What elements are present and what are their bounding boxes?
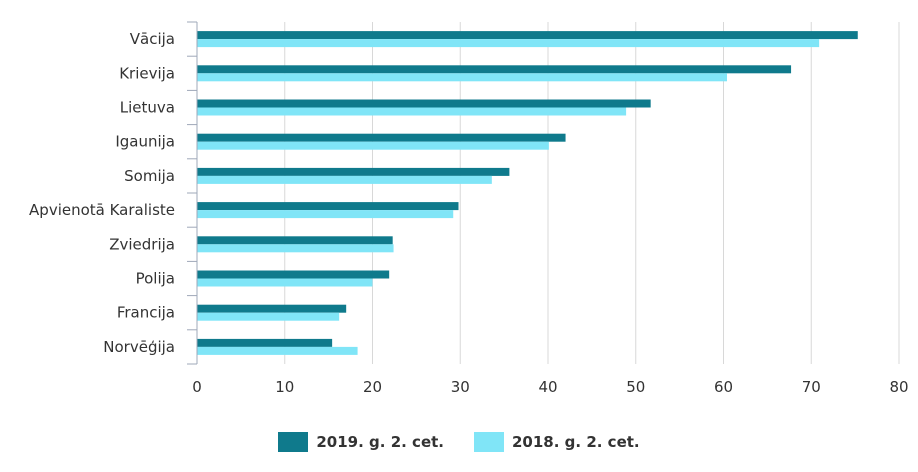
- value-axis-ticks: 0 10 20 30 40 50 60 70 80: [192, 378, 908, 396]
- legend-label-series-1: 2018. g. 2. cet.: [512, 433, 640, 451]
- bar-series-0-8[interactable]: [197, 304, 347, 313]
- bar-series-0-9[interactable]: [197, 338, 333, 347]
- category-label-7: Polija: [136, 270, 175, 288]
- x-tick-label-7: 70: [802, 378, 821, 396]
- x-tick-label-3: 30: [451, 378, 470, 396]
- bar-series-1-8[interactable]: [197, 312, 340, 321]
- legend-item-series-1[interactable]: 2018. g. 2. cet.: [474, 432, 640, 452]
- legend-swatch-series-0: [278, 432, 309, 452]
- bar-series-0-4[interactable]: [197, 167, 510, 176]
- x-tick-label-1: 10: [275, 378, 294, 396]
- bar-series-0-5[interactable]: [197, 202, 459, 211]
- legend: 2019. g. 2. cet. 2018. g. 2. cet.: [0, 432, 918, 452]
- category-label-8: Francija: [117, 304, 175, 322]
- bar-series-1-9[interactable]: [197, 346, 358, 355]
- category-label-4: Somija: [124, 167, 175, 185]
- bar-series-0-7[interactable]: [197, 270, 390, 279]
- bar-series-1-1[interactable]: [197, 73, 728, 82]
- bar-series-0-6[interactable]: [197, 236, 393, 245]
- category-axis: [187, 21, 198, 365]
- legend-swatch-series-1: [474, 432, 504, 452]
- x-tick-label-4: 40: [538, 378, 557, 396]
- bar-series-1-7[interactable]: [197, 278, 373, 287]
- category-label-0: Vācija: [130, 30, 175, 48]
- category-labels: Vācija Krievija Lietuva Igaunija Somija Apvie…: [29, 30, 175, 356]
- bar-series-0-3[interactable]: [197, 133, 566, 142]
- category-label-1: Krievija: [119, 64, 175, 82]
- bar-series-1-5[interactable]: [197, 210, 454, 219]
- bar-series-1-4[interactable]: [197, 175, 492, 184]
- bar-series-0-2[interactable]: [197, 99, 651, 108]
- bar-series-0-0[interactable]: [197, 31, 858, 40]
- category-label-9: Norvēģija: [103, 338, 175, 356]
- bar-series-1-3[interactable]: [197, 141, 549, 150]
- category-label-3: Igaunija: [115, 133, 175, 151]
- x-tick-label-5: 50: [626, 378, 645, 396]
- category-label-5: Apvienotā Karaliste: [29, 201, 175, 219]
- x-tick-label-6: 60: [714, 378, 733, 396]
- bar-series-0-1[interactable]: [197, 65, 792, 74]
- category-label-2: Lietuva: [120, 99, 175, 117]
- bar-series-1-2[interactable]: [197, 107, 627, 116]
- bars: [197, 31, 858, 355]
- category-label-6: Zviedrija: [109, 235, 175, 253]
- x-tick-label-0: 0: [192, 378, 202, 396]
- x-tick-label-2: 20: [363, 378, 382, 396]
- bar-series-1-6[interactable]: [197, 244, 394, 253]
- bar-series-1-0[interactable]: [197, 39, 820, 48]
- legend-item-series-0[interactable]: 2019. g. 2. cet.: [278, 432, 444, 452]
- x-tick-label-8: 80: [889, 378, 908, 396]
- legend-label-series-0: 2019. g. 2. cet.: [316, 433, 444, 451]
